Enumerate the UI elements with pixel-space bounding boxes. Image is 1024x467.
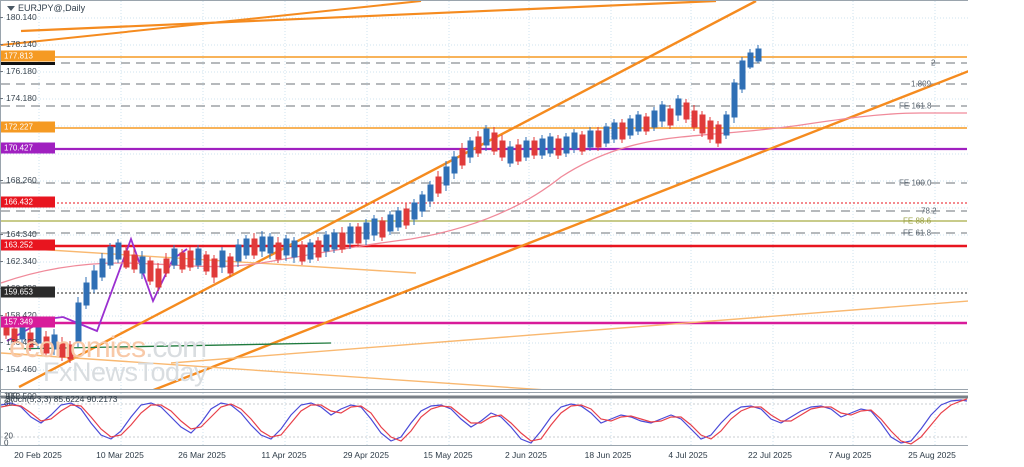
stochastic-svg [1,393,968,445]
stoch-axis-label-0: 0 [4,438,9,448]
date-label: 4 Jul 2025 [668,450,708,460]
horizontal-gridlines [1,17,968,371]
stochastic-plot-area [1,393,968,445]
price-tag-170427[interactable]: 170.427 [1,142,55,154]
time-axis[interactable]: 20 Feb 2025 10 Mar 2025 26 Mar 2025 11 A… [0,446,1024,467]
axis-tick-label: 168.260 [6,175,37,185]
symbol-timeframe-label: EURJPY@,Daily [18,3,86,13]
fib-label-1809: 1.809 [911,79,932,89]
price-tag-166432[interactable]: 166.432 [1,196,55,208]
date-label: 25 Aug 2025 [908,450,956,460]
fib-label-2: 2 [931,58,936,68]
watermark-primary: economies.com [9,331,207,365]
axis-tick-label: 180.140 [6,12,37,22]
axis-tick-label: 154.460 [6,364,37,374]
price-plot-area [1,1,968,389]
price-tag-172227[interactable]: 172.227 [1,121,55,133]
stoch-k-line [1,399,968,444]
date-label: 11 Apr 2025 [261,450,307,460]
stoch-axis-label-20: 20 [4,431,13,441]
date-label: 26 Mar 2025 [178,450,226,460]
moving-average-pink [1,112,967,284]
fib-label-fe1000: FE 100.0 [899,178,932,188]
price-chart-pane[interactable]: 2 1.809 FE 161.8 FE 100.0 78.2 FE 88.6 F… [0,0,968,390]
stochastic-label: Stoch(5,3,3) 85.6224 90.2173 [5,394,118,404]
watermark-brand: economies [9,331,146,364]
fib-dashed-lines [1,62,967,234]
axis-tick-label: 158.420 [6,310,37,320]
axis-tick-label: 178.140 [6,39,37,49]
axis-tick-label: 152.500 [6,391,37,401]
watermark-secondary: FxNewsToday [43,357,208,387]
date-label: 15 May 2025 [423,450,473,460]
triangle-down-icon[interactable] [7,6,15,12]
date-label: 18 Jun 2025 [584,450,632,460]
date-label: 22 Jul 2025 [748,450,792,460]
axis-tick-label: 164.340 [6,229,37,239]
date-label: 2 Jun 2025 [504,450,548,460]
orange-ascending-channel [18,1,968,389]
stoch-axis-label-80: 80 [4,398,13,408]
fib-label-782: 78.2 [921,206,937,216]
date-label: 10 Mar 2025 [96,450,144,460]
orange-top-trendline [1,1,422,46]
orange-upper-trendline [20,1,717,33]
date-label: 7 Aug 2025 [828,450,872,460]
fib-label-fe886: FE 88.6 [903,216,932,226]
current-price-marker [1,62,55,65]
date-label: 29 Apr 2025 [343,450,389,460]
chart-title: EURJPY@,Daily [7,3,85,13]
axis-tick-label: 174.180 [6,93,37,103]
price-svg [1,1,968,389]
vertical-gridlines [38,1,936,389]
price-tag-159653[interactable]: 159.653 [1,286,55,298]
price-tag-163252[interactable]: 163.252 [1,239,55,251]
candlestick-series [3,45,762,363]
stoch-axis-label-100: 100 [4,391,18,401]
stochastic-pane[interactable]: Stoch(5,3,3) 85.6224 90.2173 [0,392,968,446]
axis-tick-label: 156.420 [6,337,37,347]
fib-label-fe1618: FE 161.8 [899,101,932,111]
axis-tick-label: 162.340 [6,256,37,266]
stoch-d-line [1,398,968,445]
date-label: 20 Feb 2025 [14,450,62,460]
price-tag-177813[interactable]: 177.813 [1,50,55,62]
watermark-tld: .com [145,331,207,364]
fib-label-fe618: FE 61.8 [903,228,932,238]
price-tag-157349[interactable]: 157.349 [1,316,55,328]
axis-tick-label: 176.180 [6,66,37,76]
